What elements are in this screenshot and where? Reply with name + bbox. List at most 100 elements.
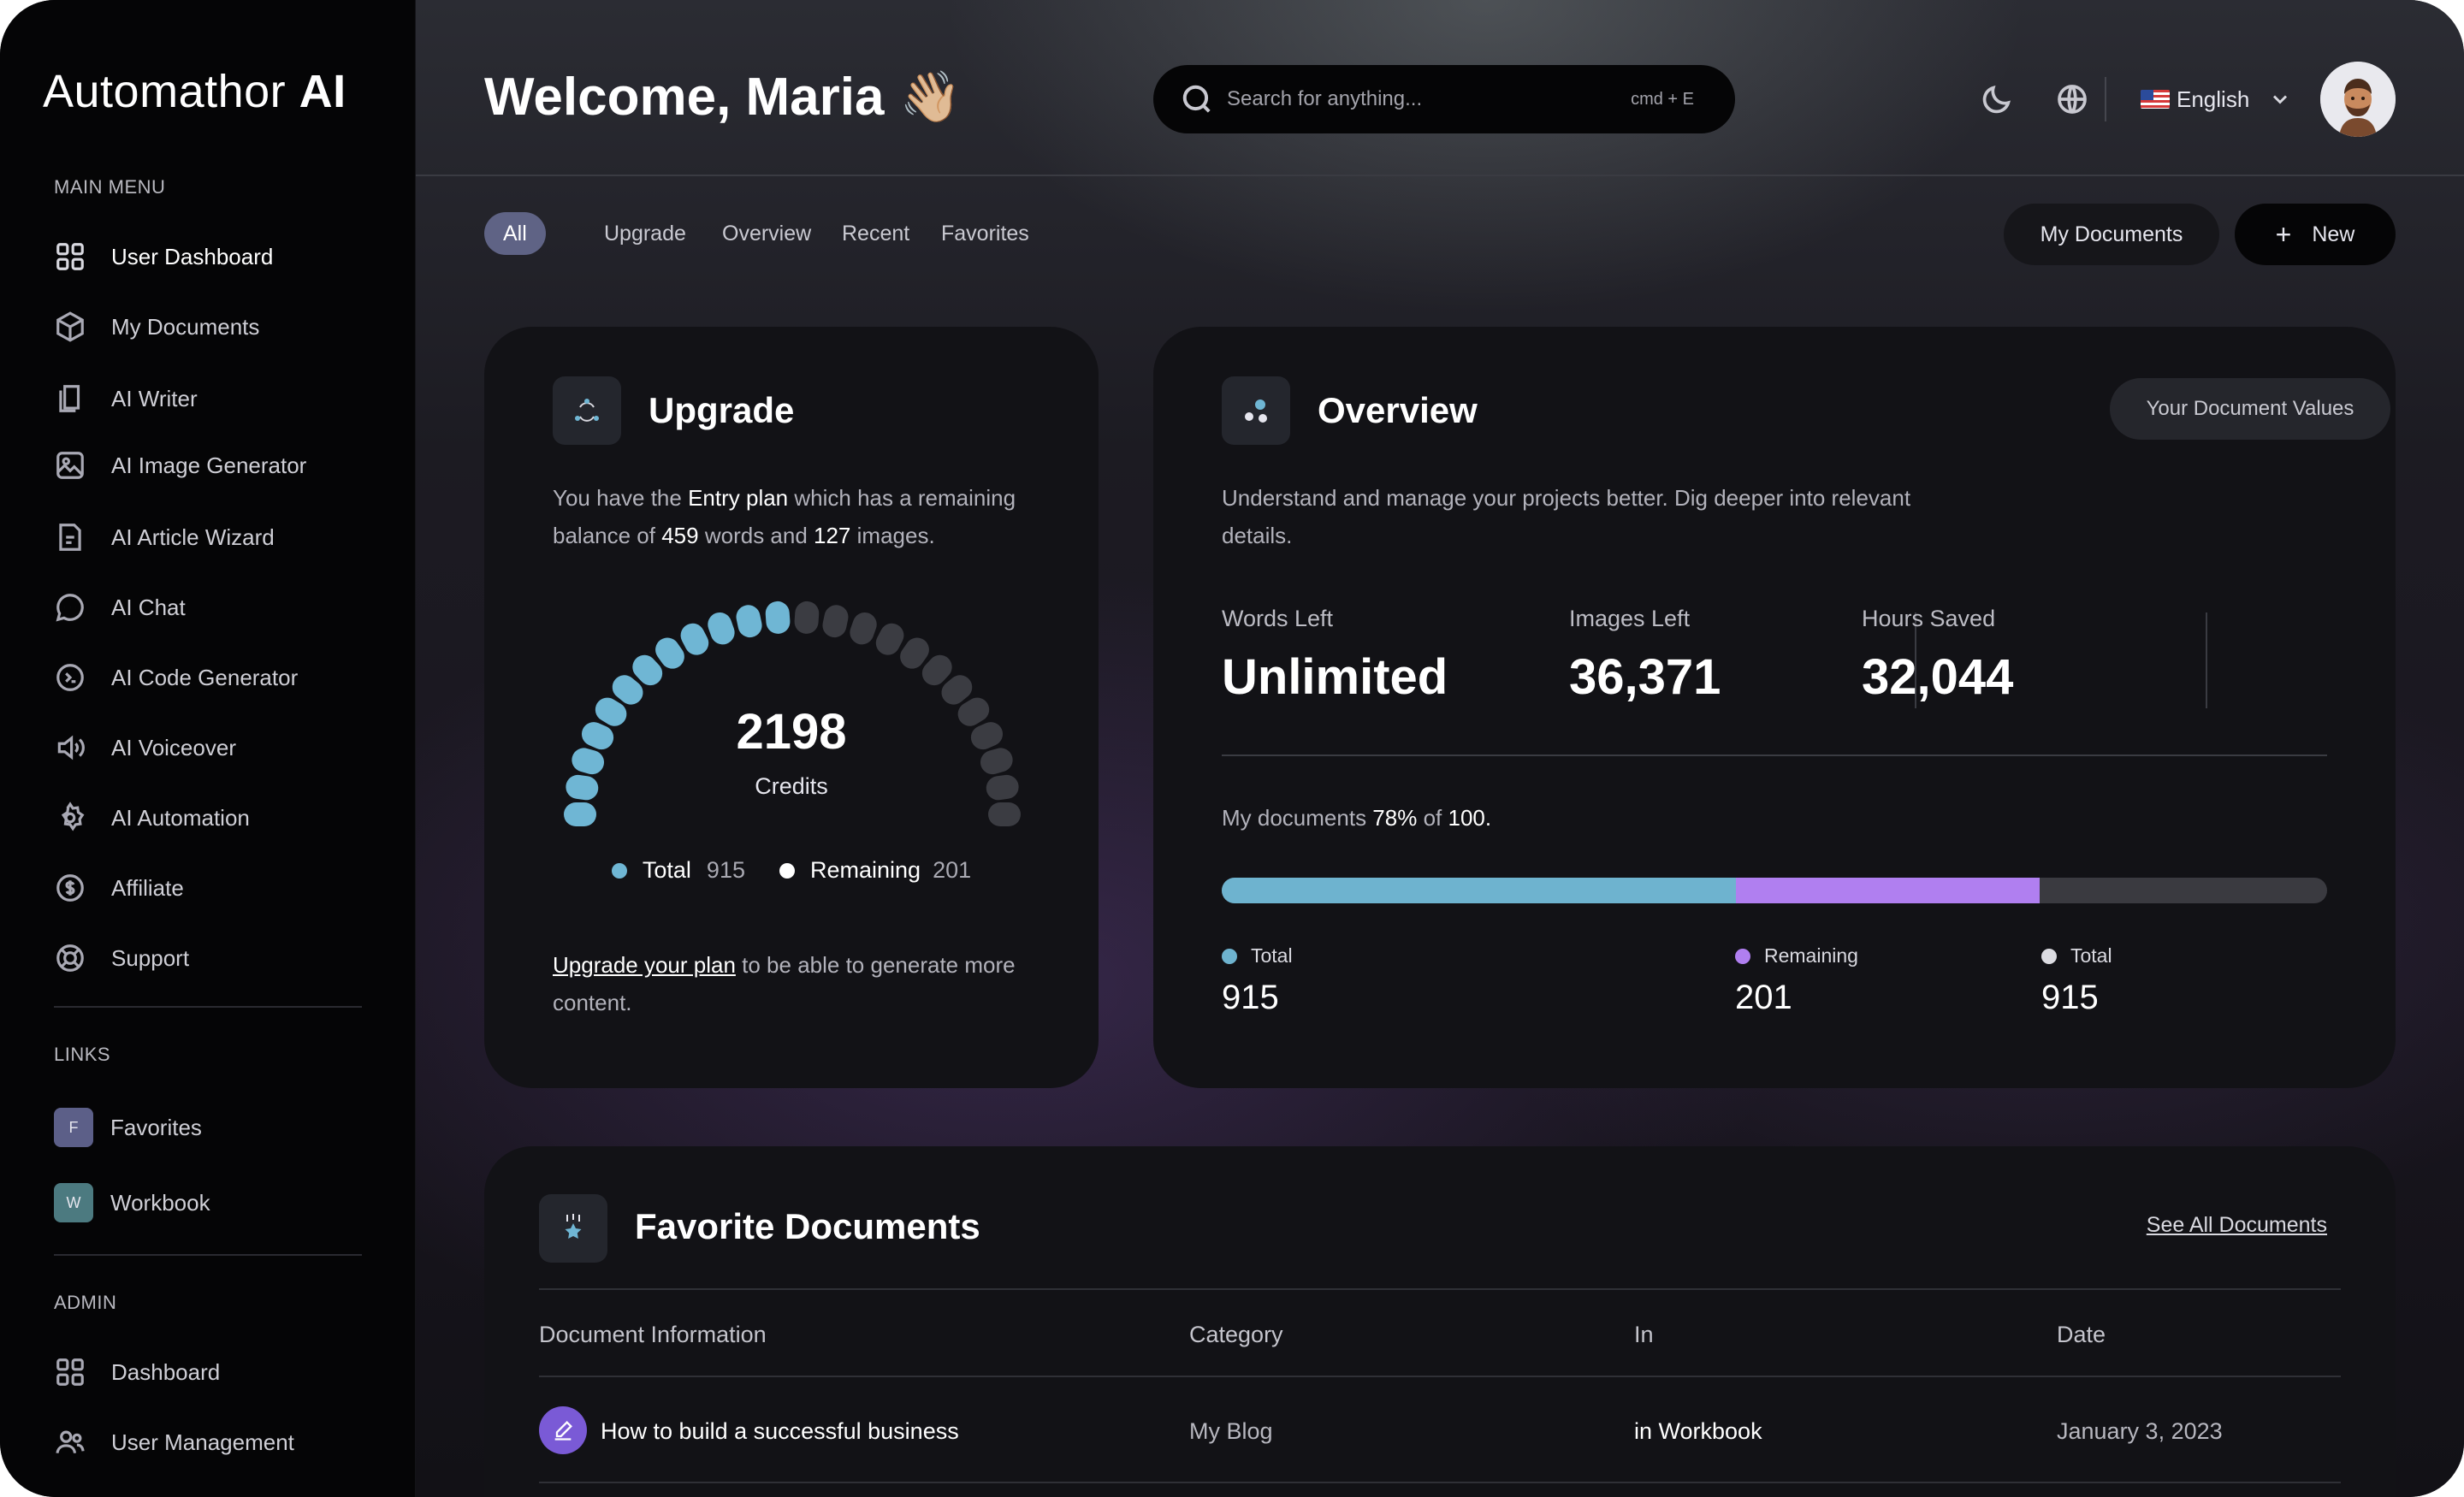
document-category: My Blog	[1189, 1418, 1273, 1444]
sidebar-divider	[54, 1006, 362, 1008]
header-divider	[416, 175, 2464, 176]
gauge-segment	[941, 675, 973, 705]
tab-favorites[interactable]: Favorites	[941, 221, 1029, 246]
see-all-documents-link[interactable]: See All Documents	[2146, 1213, 2327, 1237]
tab-all[interactable]: All	[484, 212, 546, 255]
language-select[interactable]: English	[2141, 77, 2292, 121]
overview-title: Overview	[1318, 390, 1478, 430]
sidebar-item-admin-dashboard[interactable]: Dashboard	[53, 1352, 220, 1393]
legend-dot	[611, 862, 627, 879]
column-header-category[interactable]: Category	[1189, 1322, 1283, 1347]
grid-icon	[53, 240, 87, 274]
text: details.	[1222, 523, 1293, 548]
document-date: January 3, 2023	[2057, 1418, 2223, 1444]
sidebar-divider	[54, 1254, 362, 1256]
text: content.	[553, 990, 632, 1015]
search-shortcut: cmd + E	[1631, 89, 1694, 109]
gauge-legend: Total 915 Remaining 201	[484, 857, 1099, 884]
sidebar-item-ai-writer[interactable]: AI Writer	[53, 378, 198, 419]
document-icon	[53, 520, 87, 554]
gauge-segment	[900, 637, 929, 669]
sidebar-item-ai-voiceover[interactable]: AI Voiceover	[53, 727, 236, 768]
sidebar-link-favorites[interactable]: F Favorites	[54, 1107, 202, 1148]
column-header-in[interactable]: In	[1634, 1322, 1654, 1347]
new-button[interactable]: + New	[2235, 204, 2396, 265]
sidebar-item-ai-article-wizard[interactable]: AI Article Wizard	[53, 517, 275, 558]
document-title[interactable]: How to build a successful business	[601, 1418, 959, 1444]
overview-description: Understand and manage your projects bett…	[1222, 479, 2077, 554]
legend-remaining-value: 201	[1735, 979, 1792, 1016]
legend-total: Total	[1222, 944, 1293, 967]
search-input[interactable]	[1227, 87, 1632, 111]
sidebar-item-my-documents[interactable]: My Documents	[53, 306, 259, 347]
sidebar-item-ai-chat[interactable]: AI Chat	[53, 587, 186, 628]
gauge-segment	[921, 654, 952, 686]
sidebar-item-label: AI Article Wizard	[111, 524, 275, 550]
refresh-cycle-icon	[553, 376, 621, 445]
tab-recent[interactable]: Recent	[842, 221, 910, 246]
gauge-segment	[566, 774, 599, 801]
favorites-title: Favorite Documents	[635, 1206, 980, 1246]
brand-logo[interactable]: Automathor AI	[43, 65, 346, 118]
text: images.	[850, 523, 935, 548]
search-bar[interactable]: cmd + E	[1153, 65, 1735, 133]
images-left-value: 36,371	[1569, 649, 1721, 705]
globe-icon	[2058, 85, 2087, 114]
box-icon	[53, 310, 87, 344]
gauge-segment	[655, 637, 684, 669]
gauge-segment	[986, 774, 1019, 801]
page-title: Welcome, Maria 👋🏼	[484, 67, 962, 127]
sidebar-item-ai-code-generator[interactable]: AI Code Generator	[53, 657, 298, 698]
document-values-button[interactable]: Your Document Values	[2110, 378, 2390, 440]
progress-segment-total	[1222, 878, 1736, 903]
users-icon	[53, 1425, 87, 1459]
dots-cluster-icon	[1222, 376, 1290, 445]
my-documents-button[interactable]: My Documents	[2004, 204, 2219, 265]
sidebar-item-user-dashboard[interactable]: User Dashboard	[53, 236, 273, 277]
words-left-label: Words Left	[1222, 606, 1334, 631]
avatar[interactable]	[2320, 62, 2396, 137]
overview-divider	[1222, 754, 2327, 756]
gauge-segment	[765, 601, 791, 634]
plan-name: Entry plan	[688, 485, 789, 511]
table-row-divider	[539, 1482, 2341, 1483]
image-icon	[53, 448, 87, 482]
tab-upgrade[interactable]: Upgrade	[604, 221, 686, 246]
gauge-segment	[680, 623, 709, 655]
tab-overview[interactable]: Overview	[722, 221, 812, 246]
moon-icon	[1982, 85, 2011, 114]
sidebar-item-label: User Management	[111, 1429, 294, 1455]
dark-mode-toggle[interactable]	[1976, 79, 2017, 120]
gauge-segment	[794, 601, 820, 634]
legend-dot	[2041, 948, 2057, 964]
sidebar-item-support[interactable]: Support	[53, 938, 189, 979]
upgrade-plan-link[interactable]: Upgrade your plan	[553, 952, 736, 978]
gear-icon	[53, 801, 87, 835]
upgrade-card: Upgrade You have the Entry plan which ha…	[484, 327, 1099, 1088]
sidebar-item-affiliate[interactable]: Affiliate	[53, 867, 184, 908]
sidebar-item-ai-image-generator[interactable]: AI Image Generator	[53, 445, 306, 486]
text: of	[1417, 805, 1448, 831]
sidebar-item-user-management[interactable]: User Management	[53, 1422, 294, 1463]
column-header-document[interactable]: Document Information	[539, 1322, 767, 1347]
legend-total-secondary: Total	[2041, 944, 2112, 967]
sidebar-link-workbook[interactable]: W Workbook	[54, 1182, 210, 1223]
column-header-date[interactable]: Date	[2057, 1322, 2106, 1347]
language-globe-button[interactable]	[2052, 79, 2093, 120]
sidebar-item-label: AI Chat	[111, 594, 186, 620]
us-flag-icon	[2141, 90, 2170, 109]
legend-value: 915	[706, 857, 745, 883]
text: words and	[698, 523, 814, 548]
sidebar-item-ai-automation[interactable]: AI Automation	[53, 797, 250, 838]
sidebar-item-label: AI Voiceover	[111, 734, 236, 760]
documents-usage-text: My documents 78% of 100.	[1222, 799, 1906, 837]
sidebar-item-label: User Dashboard	[111, 243, 274, 269]
plus-icon: +	[2275, 218, 2292, 250]
favorite-documents-card: Favorite Documents See All Documents	[484, 1146, 2396, 1497]
document-location: in Workbook	[1634, 1418, 1762, 1444]
hours-saved-label: Hours Saved	[1862, 606, 1996, 631]
sidebar-item-label: AI Automation	[111, 804, 250, 831]
brand-suffix: AI	[299, 66, 346, 117]
sidebar-item-label: Affiliate	[111, 874, 184, 901]
gauge-segment	[572, 748, 605, 775]
